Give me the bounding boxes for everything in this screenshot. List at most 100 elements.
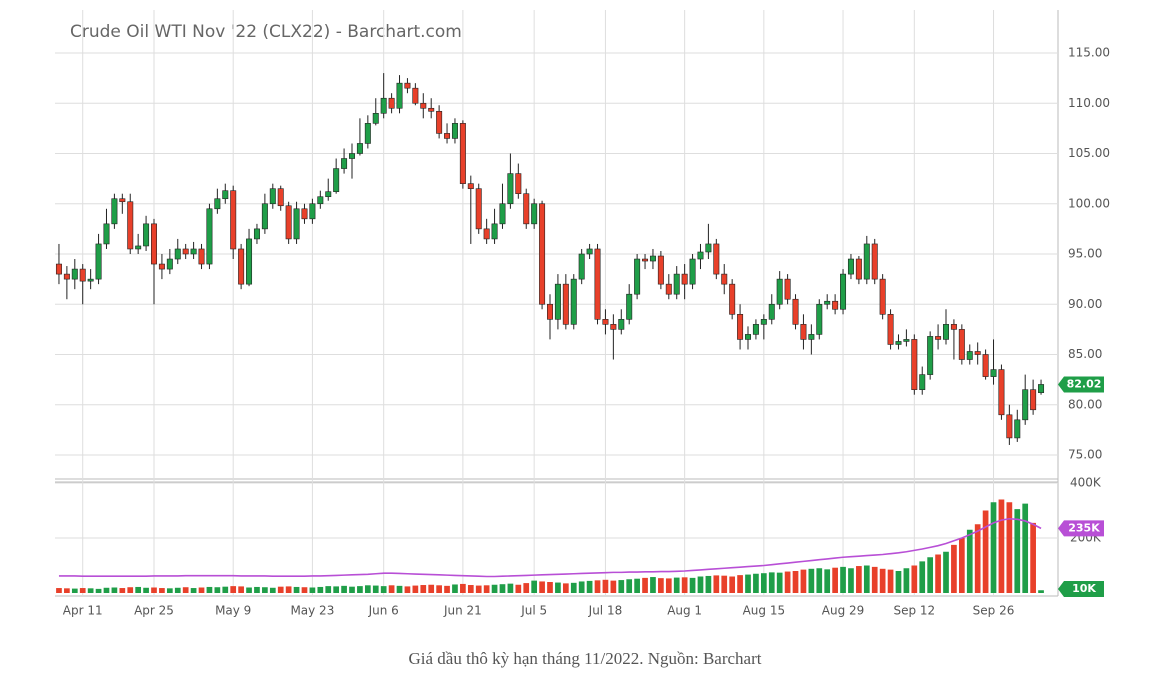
candle-body: [63, 273, 70, 280]
candle-body: [333, 168, 340, 192]
volume-bar: [1006, 502, 1013, 593]
candle-body: [531, 203, 538, 225]
volume-bar: [602, 579, 609, 593]
volume-bar: [768, 572, 775, 593]
candle-body: [523, 193, 530, 225]
volume-bar: [586, 580, 593, 593]
volume-bar: [467, 585, 474, 593]
candle-body: [95, 243, 102, 280]
candle-body: [412, 87, 419, 104]
candle-body: [602, 319, 609, 325]
volume-bar: [966, 529, 973, 593]
candle-body: [966, 351, 973, 360]
candle-body: [760, 319, 767, 325]
candle-body: [444, 133, 451, 139]
volume-bar: [570, 582, 577, 593]
volume-bar: [539, 581, 545, 593]
candle-body: [451, 123, 458, 139]
candle-body: [689, 258, 696, 285]
candle-body: [927, 336, 934, 375]
candle-body: [697, 251, 704, 260]
volume-bar: [277, 586, 284, 593]
volume-ma-label-shape: [1058, 520, 1104, 537]
x-tick-label: May 9: [215, 604, 251, 618]
y-tick-label: 80.00: [1068, 397, 1102, 411]
volume-bar: [856, 566, 862, 593]
volume-bar: [483, 585, 490, 593]
caption: Giá dầu thô kỳ hạn tháng 11/2022. Nguồn:…: [409, 649, 762, 668]
volume-bar: [673, 577, 680, 593]
volume-bar: [998, 499, 1005, 593]
volume-bar: [333, 586, 340, 593]
volume-bar: [792, 571, 799, 593]
candle-body: [824, 300, 831, 305]
candle-body: [792, 298, 799, 325]
candle-body: [1006, 414, 1013, 439]
volume-bar: [349, 586, 355, 593]
candle-body: [499, 203, 506, 225]
last-price-label-shape: [1058, 376, 1104, 393]
volume-bar: [729, 576, 736, 593]
candle-body: [230, 190, 237, 250]
volume-bar: [697, 576, 704, 593]
volume-bar: [618, 580, 625, 593]
candle-body: [776, 278, 783, 305]
volume-bar: [958, 538, 965, 593]
volume-bar: [840, 566, 846, 593]
volume-bar: [460, 583, 466, 593]
volume-bar: [87, 588, 94, 593]
volume-bar: [689, 577, 696, 593]
candle-body: [903, 339, 910, 342]
candle-body: [745, 334, 751, 340]
volume-bar: [254, 586, 260, 593]
volume-bar: [190, 588, 197, 593]
candle-body: [380, 97, 387, 114]
candle-body: [673, 273, 680, 295]
volume-bar: [214, 587, 221, 593]
volume-bar: [816, 568, 823, 593]
y-tick-label: 100.00: [1068, 196, 1110, 210]
volume-bar: [745, 574, 751, 593]
volume-ma-line: [58, 517, 1042, 578]
candle-body: [950, 324, 957, 330]
volume-bar: [143, 587, 149, 593]
volume-bar: [927, 557, 934, 593]
candle-body: [364, 123, 371, 144]
volume-bar: [895, 571, 902, 593]
candle-body: [554, 283, 561, 320]
volume-bar: [269, 587, 276, 593]
volume-bar: [808, 568, 815, 593]
candle-body: [998, 369, 1005, 416]
candle-body: [190, 248, 197, 255]
candle-body: [166, 258, 173, 270]
volume-bar: [919, 561, 926, 593]
volume-bar: [198, 587, 205, 593]
x-tick-label: Aug 15: [743, 604, 786, 618]
candle-body: [547, 303, 553, 320]
volume-bar: [760, 573, 767, 593]
volume-bar: [871, 566, 878, 593]
volume-bar: [230, 586, 237, 593]
volume-bar: [753, 573, 759, 593]
y-tick-label: 115.00: [1068, 46, 1110, 60]
volume-bar: [515, 584, 522, 593]
volume-bar: [301, 587, 308, 593]
volume-bar: [863, 565, 870, 593]
candle-body: [649, 255, 656, 262]
volume-bar: [713, 575, 720, 593]
volume-bar: [737, 575, 743, 593]
candle-body: [71, 268, 78, 280]
volume-bar: [499, 584, 506, 593]
volume-bar: [127, 587, 134, 593]
candle-body: [935, 336, 942, 340]
candle-body: [467, 183, 474, 189]
candle-body: [768, 303, 775, 320]
x-tick-label: Sep 26: [973, 604, 1015, 618]
volume-bar: [562, 583, 569, 593]
volume-bar: [523, 583, 530, 593]
volume-bar: [681, 577, 688, 593]
x-tick-label: Jun 21: [443, 604, 482, 618]
grid: [55, 10, 1058, 596]
candle-body: [238, 248, 245, 285]
candle-body: [214, 198, 221, 210]
